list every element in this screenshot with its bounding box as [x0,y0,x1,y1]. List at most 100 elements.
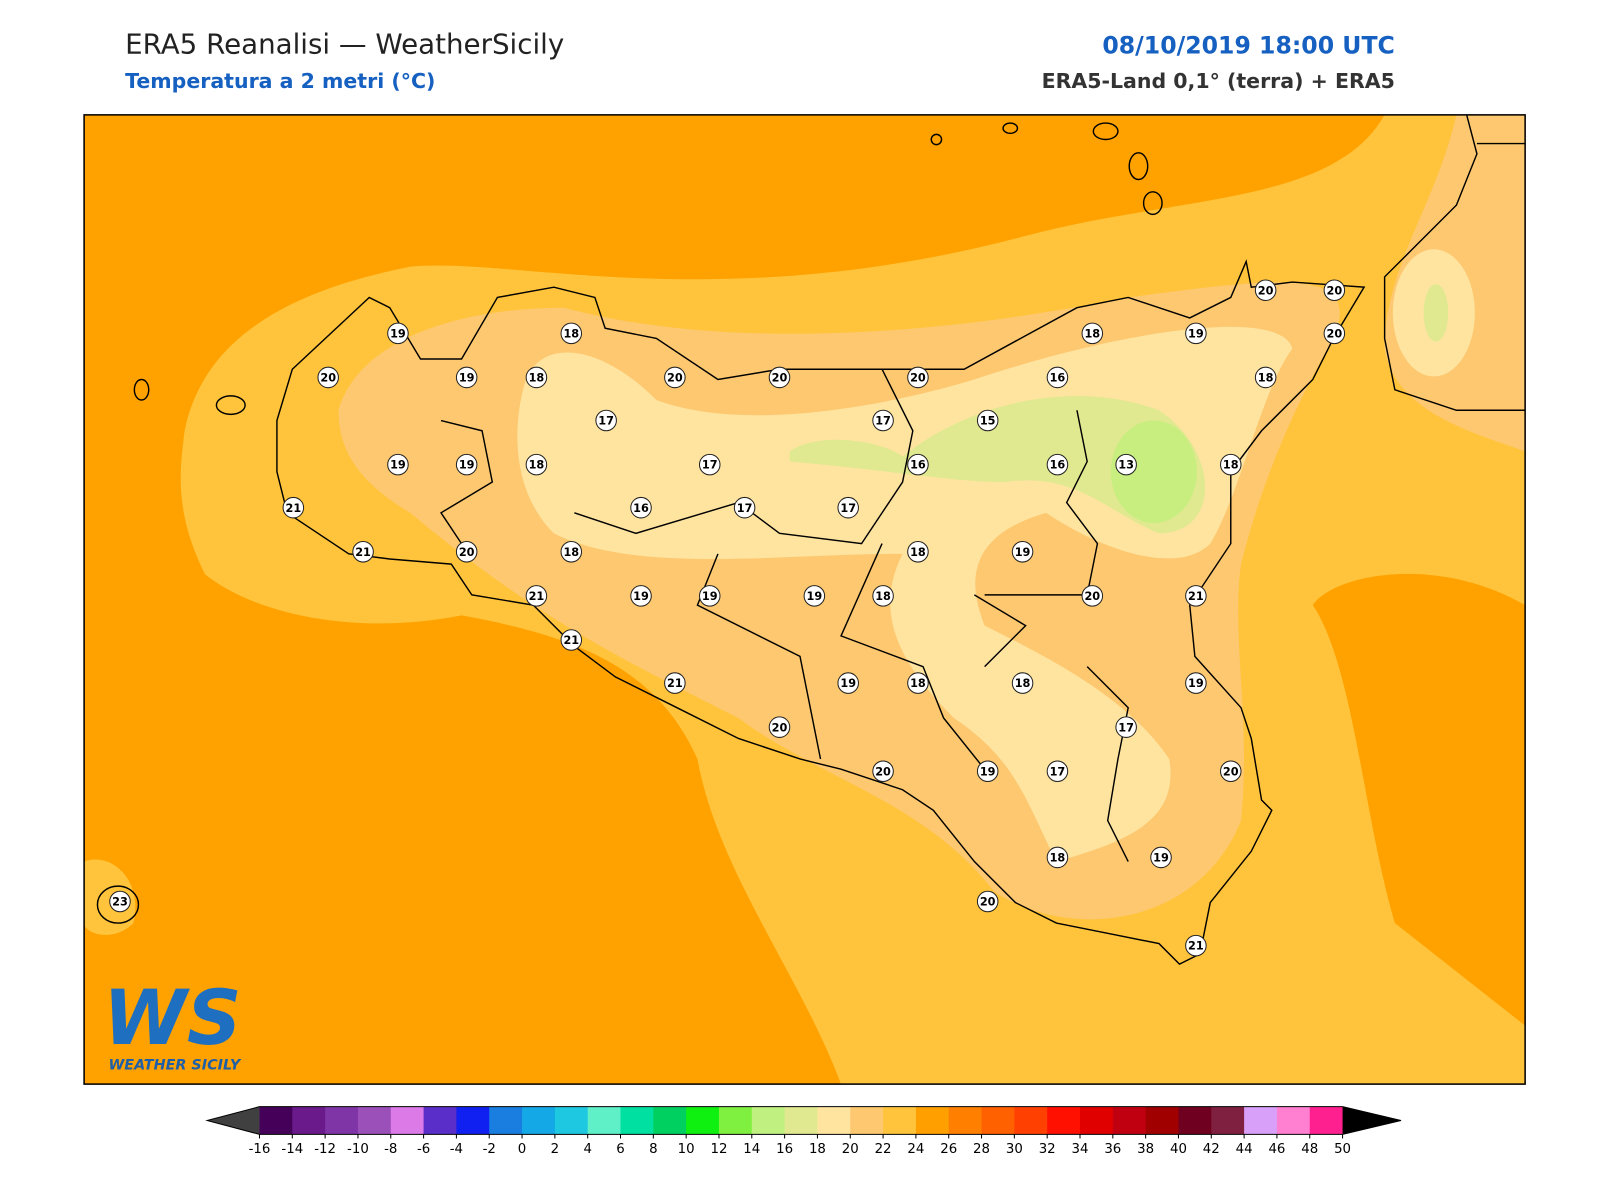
colorbar-swatch [554,1106,589,1135]
station-value: 20 [459,546,475,559]
island [930,133,943,146]
colorbar-tick-label: 20 [842,1142,859,1157]
station-marker [525,585,548,607]
station-marker [1011,541,1034,563]
station-marker [455,366,478,389]
station-marker [664,672,686,694]
station-value: 18 [1084,327,1100,340]
station-value: 19 [633,590,649,603]
colorbar-swatch [1244,1106,1278,1135]
station-marker [109,890,131,913]
datetime: 08/10/2019 18:00 UTC [1102,31,1394,59]
station-value: 13 [1118,459,1134,472]
station-marker [1220,453,1242,476]
station-value: 17 [1118,721,1134,734]
colorbar-swatch [1211,1106,1245,1135]
station-value: 21 [1188,940,1204,953]
colorbar-tick-label: 22 [875,1142,892,1157]
colorbar-swatch [850,1106,884,1135]
station-marker [1046,366,1069,389]
colorbar-swatch [259,1106,293,1135]
station-marker [630,496,652,519]
station-value: 20 [1258,284,1274,297]
station-marker [387,322,409,345]
colorbar-tick-label: 4 [583,1142,591,1157]
station-marker [1254,366,1277,389]
colorbar-tick-label: -2 [483,1142,496,1157]
colorbar-tick-label: 8 [649,1142,657,1157]
colorbar-swatch [718,1106,753,1135]
colorbar-swatch [456,1106,490,1135]
station-marker [560,322,583,345]
station-value: 16 [910,459,926,472]
station-value: 20 [1327,284,1343,297]
colorbar-tick-label: 40 [1170,1142,1187,1157]
station-marker [455,541,478,563]
station-marker [595,409,617,432]
station-marker [1185,934,1207,957]
station-value: 21 [285,502,301,515]
station-marker [1081,585,1104,607]
colorbar-swatch [1309,1106,1344,1135]
colorbar-tick-label: -16 [249,1142,271,1157]
station-value: 20 [910,372,926,385]
station-marker [1254,279,1277,302]
province-border [440,368,1129,862]
contour [84,859,136,935]
station-value: 21 [1188,590,1204,603]
colorbar-tick-label: -6 [417,1142,430,1157]
contour [789,395,1206,534]
colorbar-tick-label: 16 [776,1142,793,1157]
station-value: 17 [598,415,614,428]
colorbar-swatch [1014,1106,1048,1135]
colorbar-swatch [1112,1106,1147,1135]
colorbar-tick-label: 36 [1104,1142,1121,1157]
colorbar-tick-label: -14 [281,1142,303,1157]
station-marker [907,541,929,563]
station-value: 18 [1223,459,1239,472]
colorbar-tick-label: 26 [940,1142,957,1157]
colorbar-swatch [1276,1106,1311,1135]
colorbar-tick-label: 44 [1236,1142,1253,1157]
station-value: 20 [320,372,336,385]
colorbar-tick-label: 24 [907,1142,924,1157]
station-value: 17 [702,459,718,472]
island [1128,152,1149,181]
station-marker [1046,760,1069,783]
colorbar-tick-label: 42 [1203,1142,1220,1157]
station-value: 21 [529,590,545,603]
station-marker [976,760,999,783]
island [133,378,150,401]
colorbar-swatch [1178,1106,1212,1135]
station-marker [1046,846,1069,869]
island [1142,191,1163,216]
contour [1423,284,1449,342]
island [1092,122,1119,141]
colorbar-tick-label: 10 [678,1142,695,1157]
colorbar-tick-label: 0 [518,1142,526,1157]
station-marker [872,409,894,432]
station-value: 18 [875,590,891,603]
colorbar-tick-label: -8 [384,1142,397,1157]
station-value: 19 [1015,546,1031,559]
logo-mark: WS [103,974,241,1062]
station-marker [1115,453,1137,476]
colorbar-tick-label: 50 [1334,1142,1351,1157]
station-marker [768,366,791,389]
colorbar-swatch [784,1106,818,1135]
colorbar-tick-label: 6 [616,1142,624,1157]
station-marker [455,453,478,476]
station-marker [282,496,305,519]
station-value: 18 [1050,852,1066,865]
colorbar-tick-label: 38 [1137,1142,1154,1157]
station-marker [560,541,583,563]
colorbar-swatch [686,1106,720,1135]
station-value: 18 [1015,677,1031,690]
station-marker [352,541,374,563]
colorbar-swatch [1080,1106,1114,1135]
station-value: 18 [529,459,545,472]
station-value: 23 [112,896,128,909]
colorbar-swatch [751,1106,786,1135]
station-marker [1323,322,1346,345]
colorbar-tick-label: -12 [314,1142,336,1157]
